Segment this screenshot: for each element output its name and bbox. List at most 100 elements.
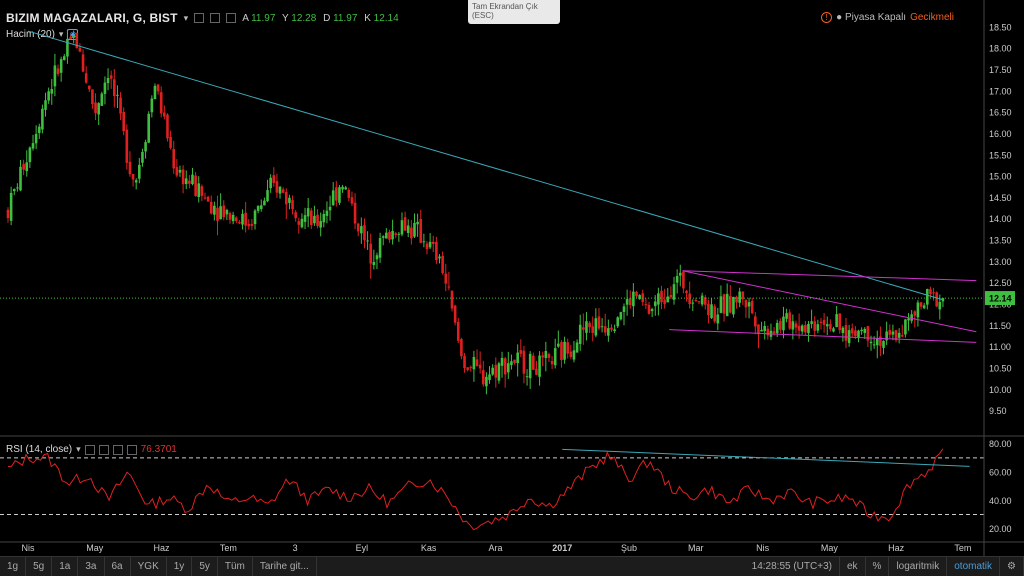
candle-body [166,114,169,139]
candle-body [657,293,660,305]
candle-body [481,370,485,385]
candle-body [19,166,22,191]
close-value: 12.14 [373,12,399,24]
rsi-more-icon[interactable] [126,444,137,455]
candle-body [381,236,385,238]
candle-body [569,351,573,358]
candle-body [300,218,304,228]
settings-gear-icon[interactable]: ⚙ [1000,557,1024,576]
symbol-header: BIZIM MAGAZALARI, G, BIST ▾ A 11.97 Y 12… [6,10,403,26]
candle-body [732,296,735,315]
candle-body [369,243,373,264]
period-button-1[interactable]: 5g [26,557,53,576]
candle-body [241,213,244,225]
candle-body [150,98,154,113]
period-button-6[interactable]: 1y [167,557,193,576]
candle-body [103,82,107,94]
candle-body [882,340,885,348]
candle-body [904,319,907,335]
candle-body [216,207,219,221]
candle-body [310,210,313,225]
candle-body [647,304,651,314]
settings-icon[interactable] [210,13,221,23]
candle-body [866,326,870,341]
candle-body [456,321,460,341]
candle-body [666,296,670,303]
candle-body [635,291,638,297]
candle-body [535,368,538,375]
candle-body [500,357,504,366]
chart-canvas[interactable]: 9.5010.0010.5011.0011.5012.0012.5013.001… [0,0,1024,556]
delayed-label[interactable]: Gecikmeli [910,12,954,23]
rsi-indicator-label[interactable]: RSI (14, close) ▾ 76.3701 [6,444,177,455]
period-button-8[interactable]: Tüm [218,557,253,576]
log-scale-toggle[interactable]: logaritmik [889,557,948,576]
candle-body [463,355,466,369]
candle-body [328,206,332,211]
candle-body [591,326,595,334]
clock-readout: 14:28:55 (UTC+3) [745,557,840,576]
candle-body [159,92,163,114]
candle-body [553,348,557,366]
rsi-eye-icon[interactable] [84,444,95,455]
candle-body [660,290,663,303]
period-button-4[interactable]: 6a [105,557,131,576]
candle-body [44,100,47,110]
candle-body [616,317,620,327]
candle-body [807,323,810,334]
candle-body [344,187,348,190]
candle-body [475,359,479,366]
period-button-3[interactable]: 3a [78,557,105,576]
candle-body [284,192,288,205]
current-price-label: 12.14 [989,294,1012,304]
candle-body [516,352,519,364]
candle-body [441,255,444,273]
goto-date-button[interactable]: Tarihe git... [253,557,317,576]
candle-body [544,350,548,358]
period-button-5[interactable]: YGK [131,557,167,576]
auto-scale-toggle[interactable]: otomatik [947,557,1001,576]
candle-body [385,232,388,239]
volume-dropdown-icon[interactable]: ▾ [58,29,64,39]
eye-icon[interactable] [194,13,205,23]
candle-body [194,175,197,197]
low-label: D [323,12,331,24]
time-tick-label: Tem [220,543,237,553]
axes: 9.5010.0010.5011.0011.5012.0012.5013.001… [0,0,1024,556]
candle-body [560,342,563,361]
period-button-7[interactable]: 5y [192,557,218,576]
rsi-settings-icon[interactable] [98,444,109,455]
close-icon[interactable] [226,13,237,23]
symbol-title[interactable]: BIZIM MAGAZALARI, G, BIST [6,11,178,25]
candle-body [453,305,457,323]
candle-body [907,318,910,321]
candle-body [100,93,104,106]
rsi-dropdown-icon[interactable]: ▾ [76,444,81,454]
candle-body [353,202,357,224]
candle-body [472,356,476,370]
candle-body [885,331,888,341]
candle-body [716,314,720,324]
candle-body [757,324,760,335]
candle-body [638,295,641,300]
extended-hours-toggle[interactable]: ek [840,557,866,576]
candle-body [835,314,838,328]
period-button-0[interactable]: 1g [0,557,27,576]
price-tick-label: 12.50 [989,278,1012,288]
candle-body [259,205,263,210]
candle-body [338,187,341,203]
candle-body [685,290,688,294]
candle-body [56,68,60,74]
period-button-2[interactable]: 1a [52,557,79,576]
candle-body [850,328,854,334]
candle-body [682,271,685,289]
symbol-dropdown-icon[interactable]: ▾ [183,12,189,23]
candle-body [891,331,895,335]
candle-body [610,327,613,330]
rsi-close-icon[interactable] [112,444,123,455]
candle-body [122,112,125,132]
percent-scale-toggle[interactable]: % [866,557,890,576]
candle-body [269,177,272,189]
channel-lower-line [669,329,977,343]
candle-body [875,338,879,346]
